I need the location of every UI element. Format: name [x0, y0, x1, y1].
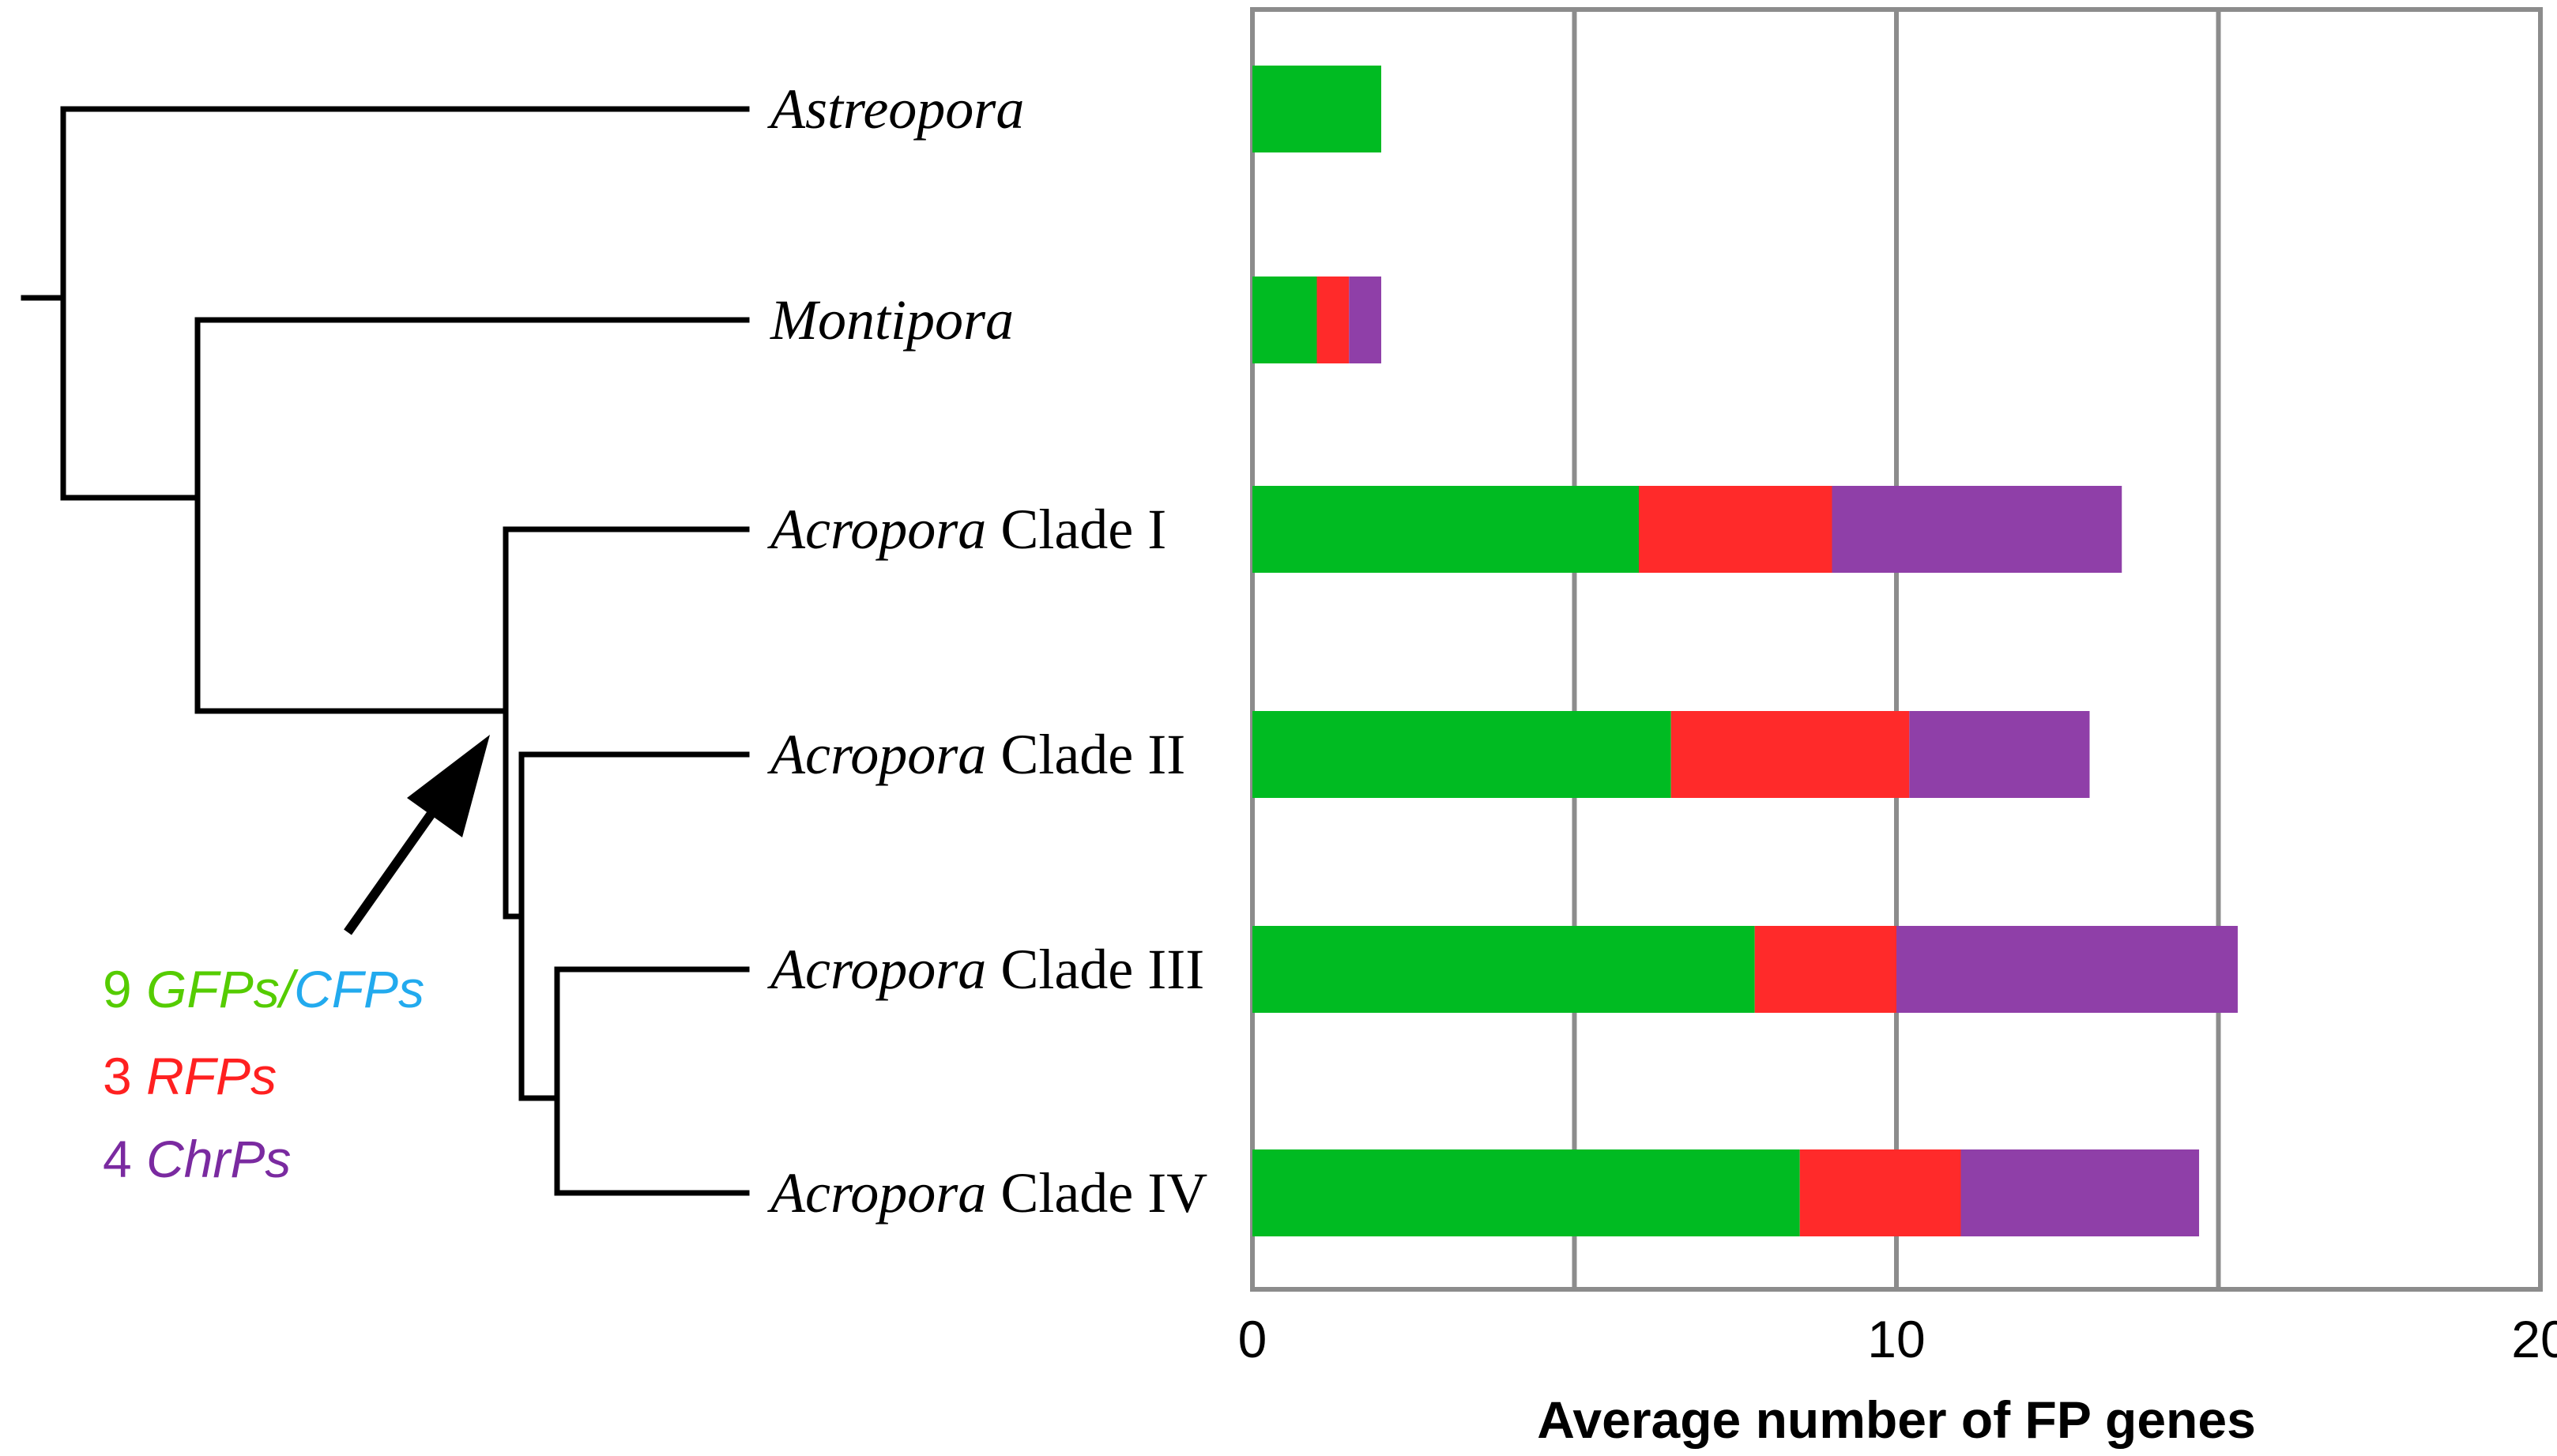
bar-segment: [1252, 486, 1639, 573]
arrow-head: [407, 735, 490, 837]
bar-segment: [1252, 926, 1755, 1013]
bar-segment: [1799, 1149, 1961, 1236]
x-tick-labels: 0 10 20: [1238, 1310, 2557, 1368]
genus-name: Acropora: [767, 938, 986, 1001]
cfp-label: CFPs: [294, 960, 424, 1018]
x-tick-label: 10: [1867, 1310, 1925, 1368]
bar-segment: [1252, 1149, 1800, 1236]
gfp-count: 9: [103, 960, 132, 1018]
arrow-shaft: [344, 795, 446, 935]
taxon-label: Astreopora: [767, 77, 1024, 141]
taxon-label: Montipora: [770, 288, 1014, 352]
chrp-label: ChrPs: [146, 1130, 291, 1188]
bar-segment: [1670, 711, 1910, 798]
x-tick-label: 20: [2511, 1310, 2557, 1368]
genus-name: Montipora: [770, 288, 1014, 352]
bar-segment: [1896, 926, 2238, 1013]
bar-segment: [1252, 277, 1317, 363]
gridlines: [1572, 9, 2221, 1289]
genus-name: Acropora: [767, 498, 986, 561]
x-axis-label: Average number of FP genes: [1537, 1390, 2256, 1449]
bar-segment: [1754, 926, 1896, 1013]
bar-segment: [1316, 277, 1350, 363]
bar-segment: [1349, 277, 1381, 363]
genus-name: Acropora: [767, 1161, 986, 1225]
clade-name: Clade II: [986, 723, 1185, 786]
taxon-label: Acropora Clade III: [767, 938, 1204, 1001]
gene-count-annotation: 9 GFPs/CFPs 3 RFPs 4 ChrPs: [103, 960, 424, 1188]
clade-name: Clade I: [986, 498, 1166, 561]
genus-name: Acropora: [767, 723, 986, 786]
genus-name: Astreopora: [767, 77, 1024, 141]
x-tick-label: 0: [1238, 1310, 1267, 1368]
bars: [1252, 66, 2238, 1236]
bar-segment: [1960, 1149, 2200, 1236]
clade-name: Clade III: [986, 938, 1204, 1001]
taxon-label: Acropora Clade IV: [767, 1161, 1207, 1225]
bar-chart: 0 10 20 Average number of FP genes: [1238, 7, 2557, 1449]
rfp-label: RFPs: [146, 1047, 277, 1105]
arrow: [344, 735, 490, 935]
gfp-label: GFPs/: [146, 960, 299, 1018]
gfp-annotation: 9 GFPs/CFPs: [103, 960, 424, 1018]
phylogenetic-tree: [21, 106, 750, 1196]
bar-segment: [1832, 486, 2122, 573]
taxon-label: Acropora Clade I: [767, 498, 1166, 561]
rfp-count: 3: [103, 1047, 132, 1105]
bar-segment: [1252, 66, 1381, 152]
taxon-label: Acropora Clade II: [767, 723, 1185, 786]
bar-segment: [1252, 711, 1671, 798]
bar-segment: [1909, 711, 2090, 798]
bar-segment: [1639, 486, 1832, 573]
chrp-annotation: 4 ChrPs: [103, 1130, 291, 1188]
chrp-count: 4: [103, 1130, 132, 1188]
rfp-annotation: 3 RFPs: [103, 1047, 277, 1105]
clade-name: Clade IV: [986, 1161, 1207, 1225]
